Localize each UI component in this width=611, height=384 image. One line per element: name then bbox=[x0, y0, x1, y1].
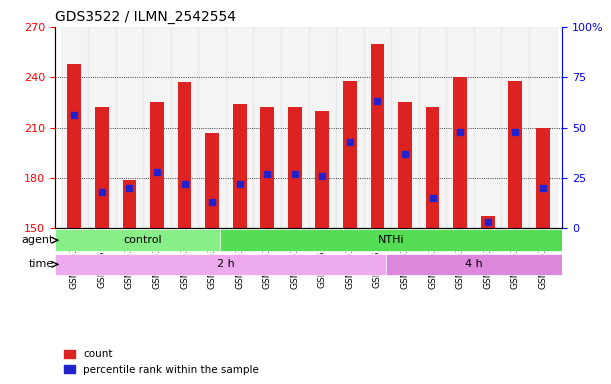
Text: NTHi: NTHi bbox=[378, 235, 404, 245]
Bar bbox=[260, 108, 274, 228]
Bar bbox=[95, 108, 109, 228]
Bar bbox=[143, 27, 170, 228]
Bar bbox=[508, 81, 522, 228]
FancyBboxPatch shape bbox=[55, 253, 397, 275]
Text: 2 h: 2 h bbox=[217, 260, 235, 270]
Bar bbox=[453, 77, 467, 228]
Bar bbox=[426, 108, 439, 228]
Bar bbox=[281, 27, 309, 228]
Bar bbox=[536, 127, 550, 228]
Text: control: control bbox=[124, 235, 163, 245]
Bar bbox=[343, 81, 357, 228]
Bar bbox=[115, 27, 143, 228]
Bar bbox=[481, 217, 494, 228]
Bar bbox=[370, 44, 384, 228]
Bar bbox=[178, 82, 191, 228]
Bar bbox=[447, 27, 474, 228]
Bar bbox=[502, 27, 529, 228]
FancyBboxPatch shape bbox=[221, 229, 562, 251]
Bar bbox=[233, 104, 247, 228]
Bar bbox=[254, 27, 281, 228]
Text: GDS3522 / ILMN_2542554: GDS3522 / ILMN_2542554 bbox=[55, 10, 236, 25]
Bar bbox=[88, 27, 115, 228]
Bar bbox=[419, 27, 447, 228]
Bar bbox=[226, 27, 254, 228]
Legend: count, percentile rank within the sample: count, percentile rank within the sample bbox=[60, 345, 263, 379]
Bar bbox=[364, 27, 391, 228]
Bar bbox=[529, 27, 557, 228]
Bar bbox=[60, 27, 88, 228]
Bar bbox=[205, 132, 219, 228]
Bar bbox=[199, 27, 226, 228]
Text: time: time bbox=[29, 260, 54, 270]
FancyBboxPatch shape bbox=[386, 253, 562, 275]
Bar bbox=[309, 27, 336, 228]
Bar bbox=[336, 27, 364, 228]
Text: agent: agent bbox=[22, 235, 54, 245]
Bar bbox=[315, 111, 329, 228]
Text: 4 h: 4 h bbox=[465, 260, 483, 270]
FancyBboxPatch shape bbox=[55, 229, 232, 251]
Bar bbox=[288, 108, 302, 228]
Bar bbox=[391, 27, 419, 228]
Bar bbox=[398, 103, 412, 228]
Bar bbox=[67, 64, 81, 228]
Bar bbox=[150, 103, 164, 228]
Bar bbox=[474, 27, 502, 228]
Bar bbox=[123, 180, 136, 228]
Bar bbox=[170, 27, 199, 228]
